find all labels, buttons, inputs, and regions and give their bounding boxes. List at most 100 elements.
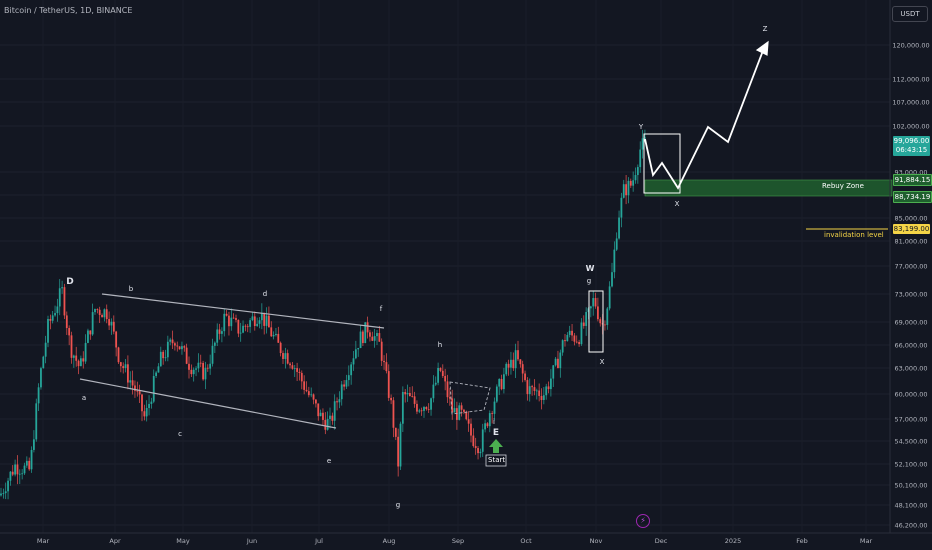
candle (310, 387, 313, 398)
candle (305, 381, 308, 393)
candle (474, 437, 477, 455)
candle (350, 362, 353, 385)
candle (512, 352, 515, 371)
candle (345, 374, 348, 389)
candle (263, 312, 266, 335)
current-price-tag: 99,096.00 06:43:15 (893, 136, 930, 156)
candle (632, 171, 635, 192)
time-axis: Mar Apr May Jun Jul Aug Sep Oct Nov Dec 2025 Feb Mar (0, 532, 932, 545)
currency-button[interactable]: USDT (892, 6, 928, 22)
candle (545, 383, 548, 400)
candle (65, 311, 68, 335)
candle (190, 364, 193, 377)
candle (279, 341, 282, 357)
candle (122, 362, 125, 374)
candle (526, 377, 529, 401)
candle (317, 403, 320, 421)
candle (218, 323, 221, 340)
candle (171, 330, 174, 349)
candle (559, 349, 562, 378)
candle (401, 386, 404, 432)
candle (204, 361, 207, 390)
candle (251, 311, 254, 322)
candle (369, 329, 371, 342)
price-tick-label: 46,200.00 (894, 522, 927, 530)
candle (9, 470, 12, 486)
candle (188, 356, 190, 379)
price-tick-label: 60,000.00 (894, 391, 927, 399)
candle (221, 327, 223, 343)
candle (150, 397, 153, 409)
candle (394, 427, 397, 441)
candle (354, 340, 357, 360)
candle (362, 329, 364, 347)
candle (481, 423, 484, 458)
time-tick-label: Mar (37, 537, 50, 545)
candle (211, 338, 214, 367)
triangle-lower-line (79, 378, 337, 429)
time-tick-label: 2025 (725, 537, 742, 545)
candle (376, 330, 378, 346)
candle (143, 404, 146, 421)
candle (289, 362, 291, 369)
candle (157, 363, 160, 373)
candle (484, 419, 486, 433)
candle (397, 428, 400, 477)
candle (298, 368, 301, 381)
candle (87, 328, 89, 344)
start-label-box (485, 454, 507, 467)
candle (112, 315, 115, 335)
candle (230, 308, 233, 331)
candle (286, 349, 289, 365)
tradingview-logo-icon[interactable]: ⚡ (636, 514, 650, 528)
price-axis: 120,000.00 112,000.00 107,000.00 102,000.00… (889, 0, 930, 533)
candle (216, 323, 219, 347)
wave-label: h (438, 341, 442, 349)
candlestick-series (0, 129, 646, 500)
wave-label: a (82, 394, 86, 402)
candle (25, 456, 28, 468)
wave-label: g (587, 277, 591, 285)
candle (519, 359, 522, 368)
candle (636, 164, 639, 184)
wave-label: f (380, 305, 383, 313)
candle (547, 381, 550, 394)
candle (491, 410, 494, 424)
candle (101, 313, 103, 318)
wave-label: X (600, 358, 605, 366)
candle (265, 307, 268, 334)
candle (439, 367, 442, 373)
candle (181, 341, 183, 355)
candle (495, 384, 498, 404)
candle (51, 310, 54, 324)
candle (162, 349, 165, 365)
candle (510, 351, 512, 375)
candle (4, 482, 7, 500)
time-tick-label: Nov (590, 537, 603, 545)
candle (423, 405, 425, 418)
wave-label: g (396, 501, 400, 509)
candle (413, 391, 416, 408)
projection-arrowhead (755, 40, 769, 56)
candle (479, 448, 482, 458)
candle (383, 355, 385, 370)
time-tick-label: Dec (655, 537, 668, 545)
candle (49, 314, 52, 330)
candle (303, 375, 306, 395)
candle (573, 332, 576, 346)
candle (258, 317, 261, 329)
candle (14, 459, 16, 477)
candle (237, 319, 240, 338)
candle (282, 350, 284, 364)
candle (514, 343, 517, 378)
countdown-timer: 06:43:15 (895, 146, 928, 154)
candle (611, 262, 613, 288)
candle (392, 397, 395, 438)
candle (117, 346, 120, 365)
candle (521, 360, 524, 383)
candle (550, 369, 552, 397)
candle (44, 335, 47, 364)
candle (373, 329, 376, 348)
candle (2, 488, 5, 499)
